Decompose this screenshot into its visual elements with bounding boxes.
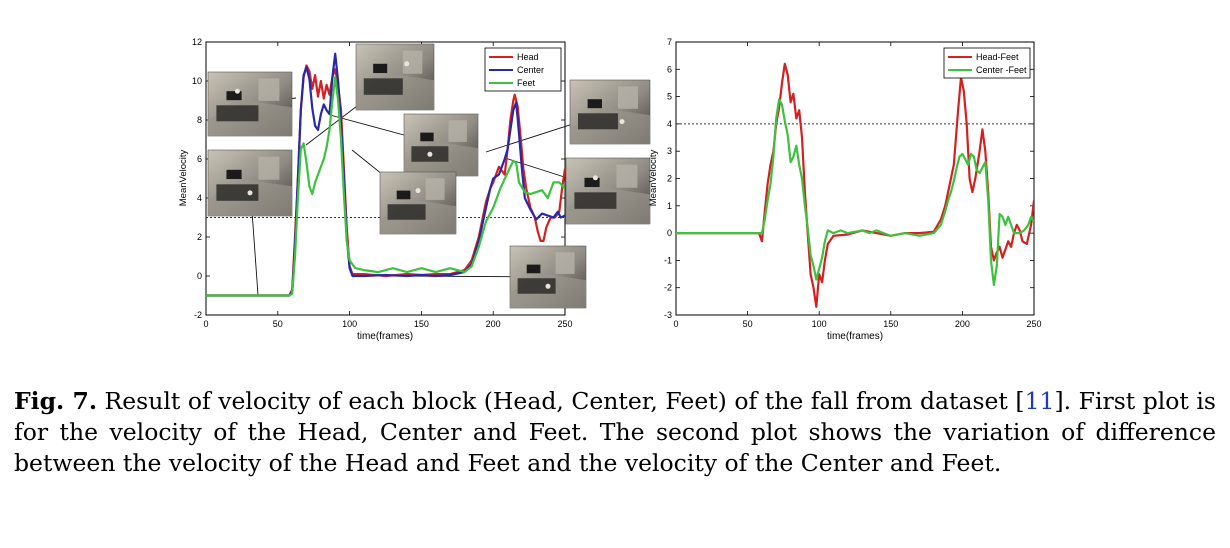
legend-label: Head-Feet: [976, 52, 1019, 62]
inset-photo: [403, 113, 479, 177]
caption-text-end: ]. First plot is for the velocity of the…: [14, 387, 1216, 477]
caption-text: Result of velocity of each block (Head, …: [97, 387, 1025, 415]
y-tick-label: -2: [194, 310, 202, 320]
inset-photo: [207, 149, 293, 217]
y-tick-label: 10: [192, 76, 202, 86]
y-tick-label: 1: [667, 201, 672, 211]
x-tick-label: 200: [486, 319, 501, 329]
y-tick-label: 12: [192, 37, 202, 47]
y-tick-label: 7: [667, 37, 672, 47]
x-axis-label: time(frames): [827, 331, 883, 342]
y-tick-label: -3: [664, 310, 672, 320]
y-tick-label: 0: [667, 228, 672, 238]
y-tick-label: 3: [667, 146, 672, 156]
y-tick-label: 4: [667, 119, 672, 129]
x-axis-label: time(frames): [357, 331, 413, 342]
x-tick-label: 200: [955, 319, 970, 329]
y-tick-label: 4: [197, 193, 202, 203]
legend: Head-Feet Center -Feet: [943, 47, 1031, 79]
inset-photo: [509, 245, 587, 309]
legend-label: Feet: [517, 78, 536, 88]
y-tick-label: 8: [197, 115, 202, 125]
y-tick-label: 6: [197, 154, 202, 164]
inset-photo: [569, 79, 651, 145]
y-tick-label: 0: [197, 271, 202, 281]
x-tick-label: 150: [883, 319, 898, 329]
legend-box: [943, 47, 1031, 79]
citation-link[interactable]: 11: [1024, 387, 1055, 415]
y-tick-label: 2: [197, 232, 202, 242]
x-tick-label: 100: [812, 319, 827, 329]
x-tick-label: 50: [743, 319, 753, 329]
legend-label: Center: [517, 65, 544, 75]
x-tick-label: 250: [1026, 319, 1041, 329]
x-tick-label: 150: [414, 319, 429, 329]
y-tick-label: 5: [667, 92, 672, 102]
x-tick-label: 50: [273, 319, 283, 329]
legend-label: Head: [517, 52, 539, 62]
x-tick-label: 250: [557, 319, 572, 329]
figure-caption: Fig. 7. Result of velocity of each block…: [14, 386, 1216, 479]
series-line-feet: [206, 76, 565, 297]
series-line-head-feet: [676, 62, 1034, 308]
inset-photo: [355, 43, 435, 111]
legend-label: Center -Feet: [976, 65, 1027, 75]
y-tick-label: -2: [664, 283, 672, 293]
y-tick-label: 2: [667, 174, 672, 184]
inset-photo: [379, 171, 457, 235]
y-tick-label: 6: [667, 64, 672, 74]
series-line-center-feet: [676, 98, 1034, 287]
caption-label: Fig. 7.: [14, 387, 98, 415]
x-tick-label: 0: [673, 319, 678, 329]
x-tick-label: 100: [342, 319, 357, 329]
x-tick-label: 0: [203, 319, 208, 329]
series-line-center: [206, 52, 565, 297]
chart-2: 0 50 100 150 200 250 -3 -2 -1 0 1 2 3 4 5 6 7 time(frame…: [648, 37, 1042, 342]
legend: Head Center Feet: [484, 47, 562, 92]
y-axis-label: MeanVelocity: [648, 150, 659, 207]
inset-photo: [565, 157, 651, 225]
inset-photo: [207, 71, 293, 137]
plot-frame: [675, 41, 1035, 316]
y-axis-label: MeanVelocity: [178, 150, 189, 207]
y-tick-label: -1: [664, 255, 672, 265]
